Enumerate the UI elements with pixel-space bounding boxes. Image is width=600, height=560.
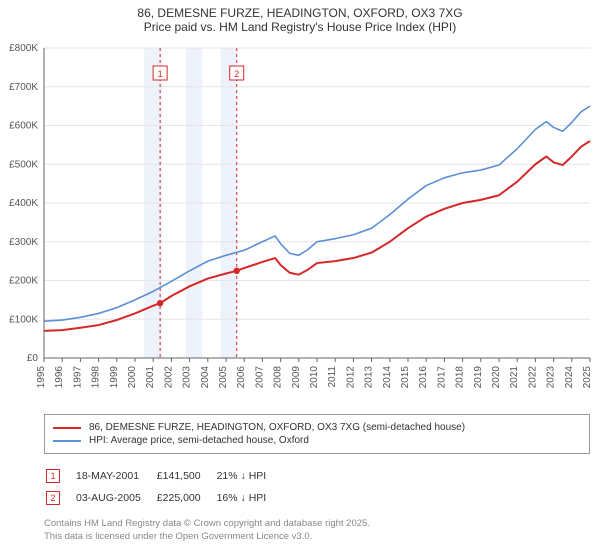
price-chart-svg: £0 £100K £200K £300K £400K £500K £600K £700K £80… xyxy=(0,38,600,408)
legend-swatch xyxy=(53,440,81,442)
svg-text:2002: 2002 xyxy=(163,366,174,389)
svg-text:1995: 1995 xyxy=(36,366,47,389)
svg-text:1997: 1997 xyxy=(72,366,83,389)
svg-text:2021: 2021 xyxy=(509,366,520,389)
sale-delta: 16% ↓ HPI xyxy=(217,488,281,508)
svg-text:£300K: £300K xyxy=(9,237,38,248)
svg-text:2001: 2001 xyxy=(145,366,156,389)
svg-text:2004: 2004 xyxy=(200,366,211,389)
sale-price: £141,500 xyxy=(157,466,215,486)
svg-text:2014: 2014 xyxy=(382,366,393,389)
marker-badge: 1 xyxy=(46,469,60,483)
legend-item: 86, DEMESNE FURZE, HEADINGTON, OXFORD, O… xyxy=(53,421,581,434)
legend: 86, DEMESNE FURZE, HEADINGTON, OXFORD, O… xyxy=(44,414,590,454)
svg-text:2018: 2018 xyxy=(455,366,466,389)
svg-text:2020: 2020 xyxy=(491,366,502,389)
title-line-1: 86, DEMESNE FURZE, HEADINGTON, OXFORD, O… xyxy=(0,6,600,20)
sale-price: £225,000 xyxy=(157,488,215,508)
svg-text:£600K: £600K xyxy=(9,121,38,132)
svg-text:2007: 2007 xyxy=(254,366,265,389)
sale-delta: 21% ↓ HPI xyxy=(217,466,281,486)
sale-date: 03-AUG-2005 xyxy=(76,488,155,508)
attribution-footer: Contains HM Land Registry data © Crown c… xyxy=(44,518,590,544)
marker-badge: 2 xyxy=(46,491,60,505)
sale-date: 18-MAY-2001 xyxy=(76,466,155,486)
svg-text:2000: 2000 xyxy=(127,366,138,389)
svg-text:2016: 2016 xyxy=(418,366,429,389)
svg-text:1: 1 xyxy=(158,69,163,79)
svg-text:2024: 2024 xyxy=(564,366,575,389)
svg-text:2023: 2023 xyxy=(546,366,557,389)
chart-title: 86, DEMESNE FURZE, HEADINGTON, OXFORD, O… xyxy=(0,0,600,38)
footer-line: This data is licensed under the Open Gov… xyxy=(44,531,590,544)
svg-text:2022: 2022 xyxy=(527,366,538,389)
svg-text:£500K: £500K xyxy=(9,159,38,170)
svg-text:2012: 2012 xyxy=(345,366,356,389)
svg-text:£700K: £700K xyxy=(9,82,38,93)
svg-text:£100K: £100K xyxy=(9,314,38,325)
svg-text:2017: 2017 xyxy=(436,366,447,389)
title-line-2: Price paid vs. HM Land Registry's House … xyxy=(0,20,600,34)
svg-text:2006: 2006 xyxy=(236,366,247,389)
svg-text:£400K: £400K xyxy=(9,198,38,209)
svg-text:2003: 2003 xyxy=(182,366,193,389)
chart-area: £0 £100K £200K £300K £400K £500K £600K £700K £80… xyxy=(0,38,600,408)
svg-text:2015: 2015 xyxy=(400,366,411,389)
legend-item: HPI: Average price, semi-detached house,… xyxy=(53,434,581,447)
svg-text:1998: 1998 xyxy=(91,366,102,389)
svg-text:2013: 2013 xyxy=(364,366,375,389)
svg-text:2005: 2005 xyxy=(218,366,229,389)
table-row: 1 18-MAY-2001 £141,500 21% ↓ HPI xyxy=(46,466,280,486)
legend-label: 86, DEMESNE FURZE, HEADINGTON, OXFORD, O… xyxy=(89,422,465,433)
svg-text:£0: £0 xyxy=(27,353,39,364)
svg-text:2009: 2009 xyxy=(291,366,302,389)
svg-text:1996: 1996 xyxy=(54,366,65,389)
svg-text:2010: 2010 xyxy=(309,366,320,389)
table-row: 2 03-AUG-2005 £225,000 16% ↓ HPI xyxy=(46,488,280,508)
svg-text:2008: 2008 xyxy=(273,366,284,389)
sale-markers-table: 1 18-MAY-2001 £141,500 21% ↓ HPI 2 03-AU… xyxy=(44,464,282,510)
legend-label: HPI: Average price, semi-detached house,… xyxy=(89,435,309,446)
svg-text:2019: 2019 xyxy=(473,366,484,389)
svg-text:2: 2 xyxy=(234,69,239,79)
legend-swatch xyxy=(53,427,81,429)
svg-text:1999: 1999 xyxy=(109,366,120,389)
footer-line: Contains HM Land Registry data © Crown c… xyxy=(44,518,590,531)
svg-text:2025: 2025 xyxy=(582,366,593,389)
svg-text:£800K: £800K xyxy=(9,43,38,54)
svg-text:2011: 2011 xyxy=(327,366,338,388)
svg-text:£200K: £200K xyxy=(9,276,38,287)
